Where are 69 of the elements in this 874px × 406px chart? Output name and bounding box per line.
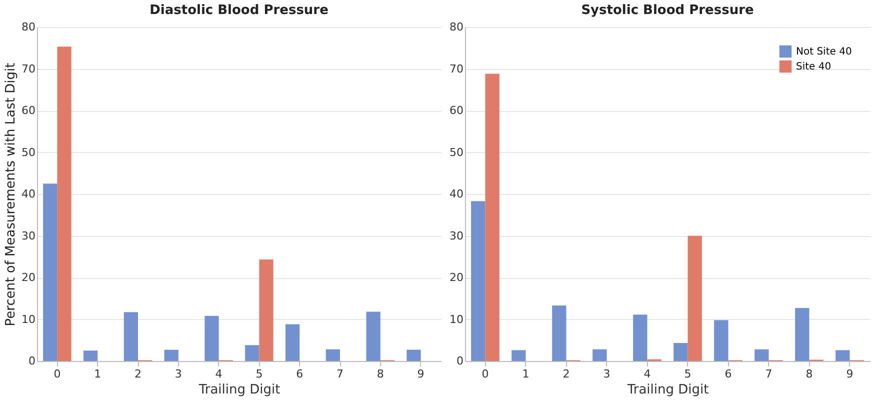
x-tick-label: 3 [603, 368, 610, 380]
x-tick-label: 9 [846, 368, 854, 380]
y-tick-label: 70 [22, 62, 36, 76]
x-tick-label: 1 [522, 368, 530, 380]
y-tick-label: 70 [450, 62, 464, 76]
bar [406, 350, 421, 361]
x-tick-label: 8 [376, 368, 384, 380]
legend-label: Site 40 [796, 62, 832, 72]
bar [512, 350, 526, 361]
bar [57, 46, 72, 361]
bar [674, 343, 688, 361]
bar [795, 308, 810, 361]
y-axis-title: Percent of Measurements with Last Digit [4, 62, 19, 326]
x-axis-title: Trailing Digit [626, 382, 709, 398]
x-tick-label: 5 [256, 368, 263, 380]
chart-title: Systolic Blood Pressure [581, 3, 754, 18]
legend-label: Not Site 40 [796, 46, 852, 58]
bar [245, 345, 260, 361]
y-tick-label: 60 [22, 104, 36, 117]
y-tick-label: 20 [22, 271, 36, 284]
y-tick-label: 80 [22, 20, 36, 34]
y-tick-label: 80 [450, 20, 464, 34]
x-tick-label: 9 [417, 368, 424, 380]
x-tick-label: 1 [94, 368, 102, 380]
bar [552, 305, 566, 361]
bar [366, 312, 380, 361]
y-tick-label: 30 [22, 229, 36, 242]
x-tick-label: 2 [134, 368, 142, 380]
x-tick-label: 2 [562, 368, 570, 380]
y-tick-label: 10 [450, 312, 464, 326]
chart-title: Diastolic Blood Pressure [150, 3, 329, 18]
y-tick-label: 60 [450, 104, 464, 117]
y-tick-label: 50 [22, 146, 36, 159]
bar [592, 349, 607, 361]
bar [326, 349, 340, 361]
bar [83, 350, 98, 361]
bar [164, 350, 178, 361]
x-tick-label: 7 [765, 368, 772, 380]
bar [124, 312, 138, 361]
bar [204, 316, 219, 361]
bar [633, 314, 648, 361]
bar [471, 201, 486, 361]
bar [836, 350, 850, 361]
y-tick-label: 10 [22, 312, 36, 326]
x-tick-label: 4 [215, 368, 222, 380]
bar [43, 184, 58, 361]
y-tick-label: 30 [450, 229, 464, 242]
x-tick-label: 4 [644, 368, 651, 380]
x-tick-label: 8 [806, 368, 813, 380]
y-tick-label: 20 [450, 271, 464, 284]
y-tick-label: 0 [456, 354, 464, 368]
y-tick-label: 50 [450, 146, 464, 159]
x-tick-label: 6 [296, 368, 304, 380]
x-tick-label: 5 [684, 368, 692, 380]
y-tick-label: 40 [22, 188, 36, 200]
x-tick-label: 6 [724, 368, 732, 380]
x-tick-label: 3 [174, 368, 182, 380]
bar [714, 320, 728, 361]
bar [688, 236, 702, 361]
bar [259, 260, 274, 361]
y-tick-label: 40 [450, 188, 464, 200]
bar [485, 74, 500, 361]
x-tick-label: 0 [54, 368, 61, 380]
x-tick-label: 7 [336, 368, 344, 380]
x-tick-label: 0 [482, 368, 489, 380]
x-axis-title: Trailing Digit [198, 382, 280, 398]
bar [285, 324, 300, 361]
y-tick-label: 0 [28, 354, 36, 368]
bar [754, 349, 769, 361]
